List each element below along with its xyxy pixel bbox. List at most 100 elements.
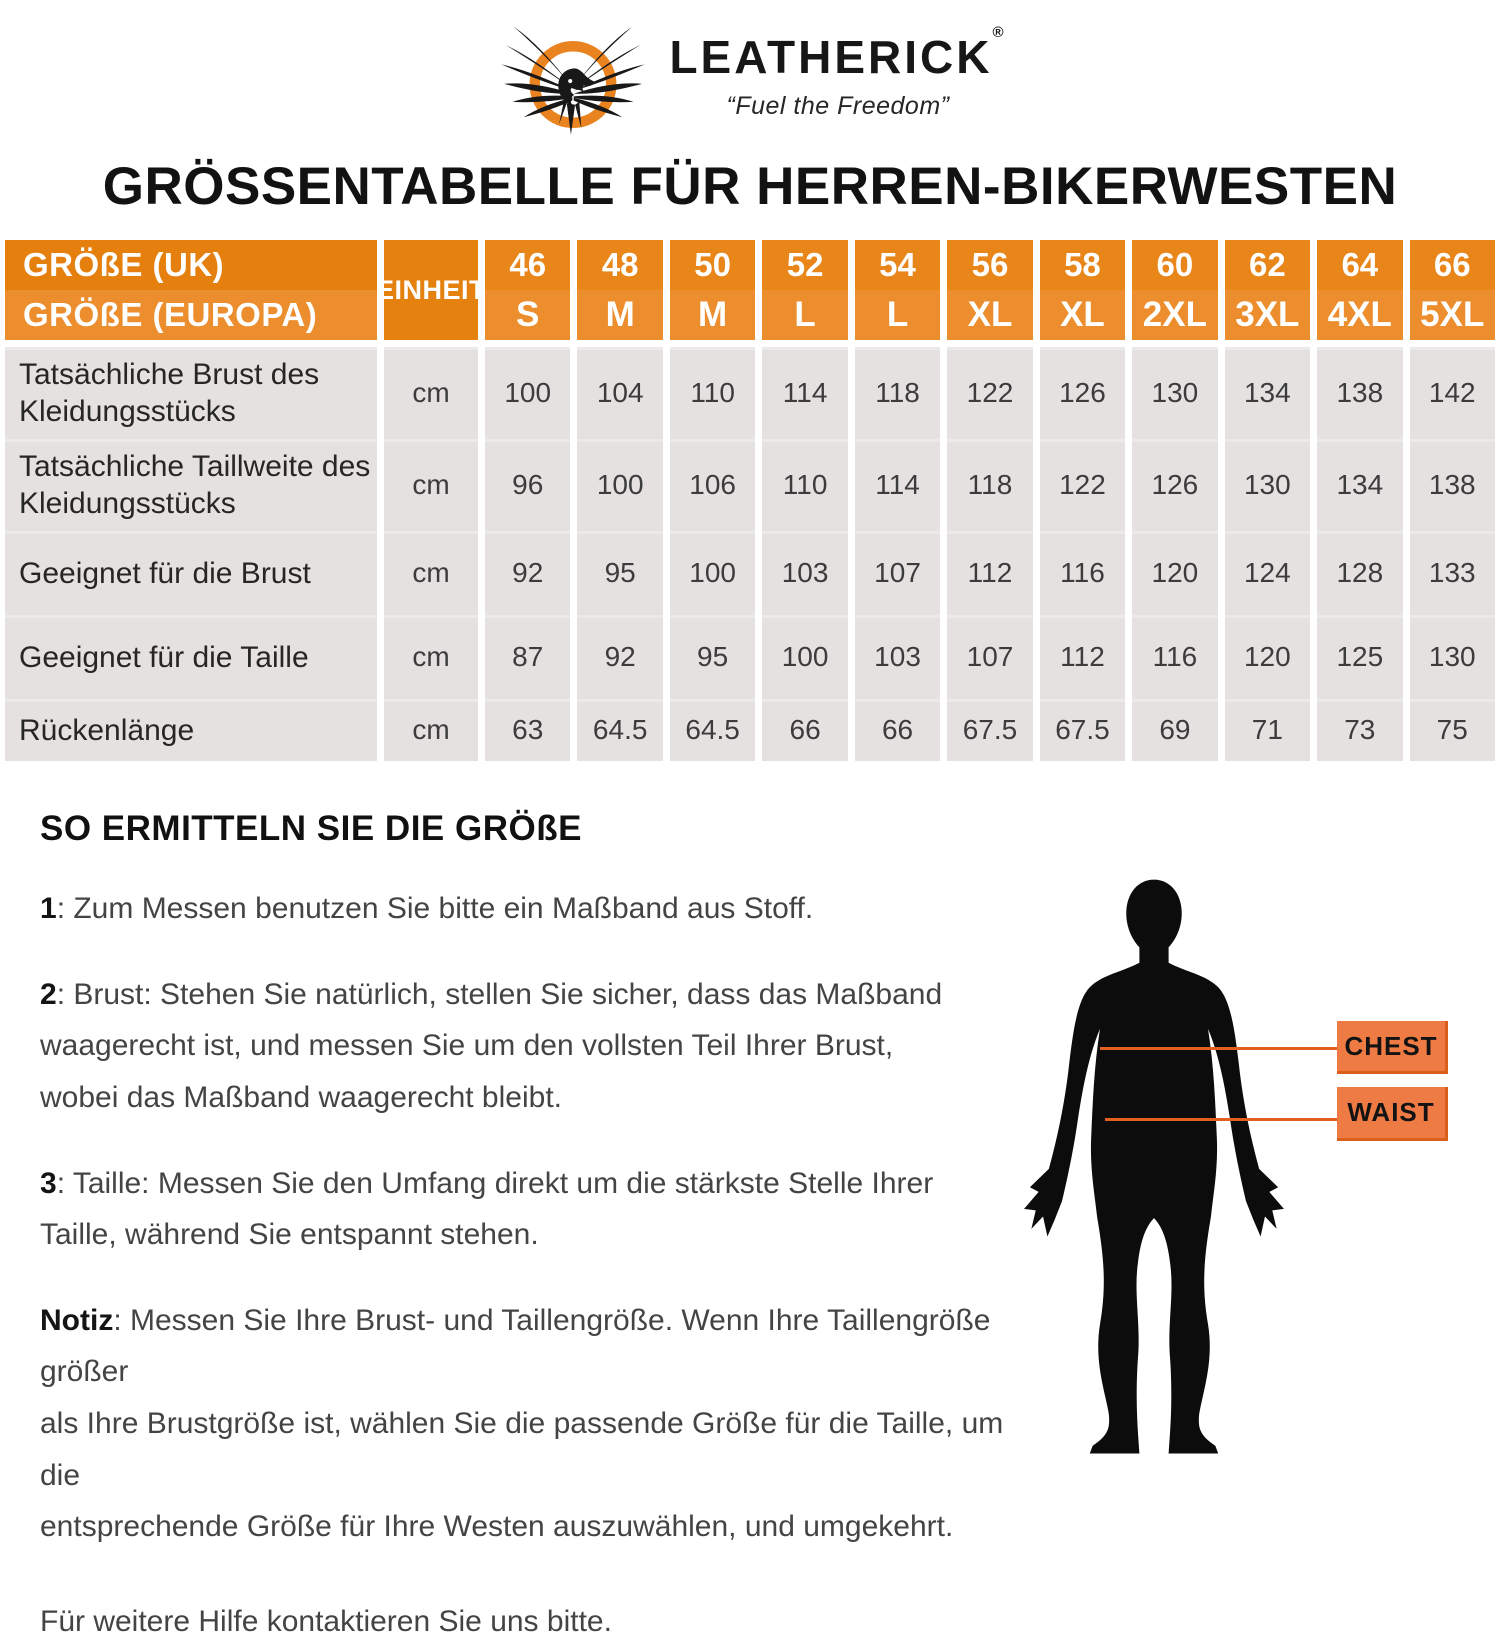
cell-value: 130 — [1224, 439, 1311, 532]
row-unit: cm — [384, 347, 478, 440]
page-title: GRÖSSENTABELLE FÜR HERREN-BIKERWESTEN — [102, 157, 1398, 216]
header-unit-label: EINHEIT — [376, 240, 486, 341]
cell-value: 106 — [669, 439, 756, 532]
size-table-header: GRÖßE (UK) GRÖßE (EUROPA) EINHEIT 46 48 … — [5, 240, 1495, 341]
cell-value: 120 — [1132, 531, 1218, 616]
header-eu-size: XL — [1039, 290, 1126, 341]
size-table: GRÖßE (UK) GRÖßE (EUROPA) EINHEIT 46 48 … — [5, 240, 1495, 762]
cell-value: 107 — [854, 531, 941, 616]
cell-value: 112 — [947, 531, 1033, 616]
cell-value: 126 — [1039, 347, 1126, 440]
eagle-logo-icon — [501, 26, 646, 135]
cell-value: 110 — [669, 347, 756, 440]
howto-step-2: 2: Brust: Stehen Sie natürlich, stellen … — [40, 977, 943, 1115]
cell-value: 130 — [1132, 347, 1218, 440]
waist-label-box: WAIST — [1337, 1087, 1448, 1142]
brand-logo: LEATHERICK® “Fuel the Freedom” — [0, 0, 1500, 170]
header-eu-size: 5XL — [1409, 290, 1495, 341]
cell-value: 130 — [1409, 615, 1495, 700]
row-unit: cm — [384, 699, 478, 762]
howto-footer-line: Für weitere Hilfe kontaktieren Sie uns b… — [40, 1604, 612, 1638]
brand-name: LEATHERICK® — [669, 23, 1007, 83]
header-eu-size: 4XL — [1317, 290, 1403, 341]
row-unit: cm — [384, 615, 478, 700]
cell-value: 122 — [1039, 439, 1126, 532]
row-unit: cm — [384, 439, 478, 532]
brand-tagline: “Fuel the Freedom” — [726, 91, 950, 120]
cell-value: 66 — [762, 699, 848, 762]
cell-value: 92 — [577, 615, 663, 700]
header-uk-size: 60 — [1132, 240, 1218, 291]
cell-value: 126 — [1132, 439, 1218, 532]
cell-value: 125 — [1317, 615, 1403, 700]
cell-value: 100 — [485, 347, 571, 440]
cell-value: 63 — [485, 699, 571, 762]
cell-value: 67.5 — [1039, 699, 1126, 762]
header-eu-size: 3XL — [1224, 290, 1311, 341]
cell-value: 116 — [1039, 531, 1126, 616]
cell-value: 138 — [1409, 439, 1495, 532]
cell-value: 100 — [762, 615, 848, 700]
row-label: Tatsächliche Brust des Kleidungsstücks — [5, 347, 377, 440]
cell-value: 134 — [1317, 439, 1403, 532]
cell-value: 110 — [762, 439, 848, 532]
body-silhouette-icon — [1024, 879, 1284, 1454]
cell-value: 100 — [669, 531, 756, 616]
header-eu-size: M — [669, 290, 756, 341]
cell-value: 100 — [577, 439, 663, 532]
cell-value: 87 — [485, 615, 571, 700]
cell-value: 64.5 — [669, 699, 756, 762]
size-table-body: Tatsächliche Brust des Kleidungsstücks c… — [5, 347, 1495, 762]
howto-heading: SO ERMITTELN SIE DIE GRÖßE — [40, 809, 582, 849]
header-uk-size: 66 — [1409, 240, 1495, 291]
registered-mark: ® — [992, 23, 1007, 41]
header-uk-size: 56 — [947, 240, 1033, 291]
header-eu-size: L — [854, 290, 941, 341]
header-uk-size: 48 — [577, 240, 663, 291]
header-uk-size: 58 — [1039, 240, 1126, 291]
brand-text-block: LEATHERICK® “Fuel the Freedom” — [669, 23, 1007, 121]
header-eu-size: 2XL — [1132, 290, 1218, 341]
step-number: 1 — [40, 892, 57, 926]
cell-value: 71 — [1224, 699, 1311, 762]
note-label: Notiz — [40, 1303, 114, 1337]
cell-value: 122 — [947, 347, 1033, 440]
header-uk-size: 46 — [485, 240, 571, 291]
header-size-eu-label: GRÖßE (EUROPA) — [23, 296, 318, 334]
step-number: 3 — [40, 1166, 57, 1200]
header-uk-size: 52 — [762, 240, 848, 291]
cell-value: 104 — [577, 347, 663, 440]
waist-measure-line — [1105, 1118, 1337, 1122]
step-number: 2 — [40, 977, 57, 1011]
howto-section: SO ERMITTELN SIE DIE GRÖßE 1: Zum Messen… — [40, 809, 1460, 1638]
cell-value: 95 — [577, 531, 663, 616]
cell-value: 114 — [854, 439, 941, 532]
cell-value: 107 — [947, 615, 1033, 700]
cell-value: 69 — [1132, 699, 1218, 762]
row-label: Geeignet für die Brust — [5, 531, 377, 616]
cell-value: 138 — [1317, 347, 1403, 440]
cell-value: 92 — [485, 531, 571, 616]
cell-value: 118 — [947, 439, 1033, 532]
header-eu-size: L — [762, 290, 848, 341]
cell-value: 66 — [854, 699, 941, 762]
howto-note: Notiz: Messen Sie Ihre Brust- und Taille… — [40, 1303, 1004, 1544]
cell-value: 96 — [485, 439, 571, 532]
row-label: Geeignet für die Taille — [5, 615, 377, 700]
cell-value: 67.5 — [947, 699, 1033, 762]
header-uk-size: 50 — [669, 240, 756, 291]
chest-label-box: CHEST — [1337, 1021, 1448, 1075]
row-unit: cm — [384, 531, 478, 616]
cell-value: 128 — [1317, 531, 1403, 616]
row-label: Rückenlänge — [5, 699, 377, 762]
row-label: Tatsächliche Taillweite des Kleidungsstü… — [5, 439, 377, 532]
cell-value: 133 — [1409, 531, 1495, 616]
measurement-figure: CHEST WAIST — [960, 872, 1500, 1482]
cell-value: 120 — [1224, 615, 1311, 700]
header-size-uk-label: GRÖßE (UK) — [23, 246, 225, 284]
cell-value: 134 — [1224, 347, 1311, 440]
cell-value: 95 — [669, 615, 756, 700]
howto-step-3: 3: Taille: Messen Sie den Umfang direkt … — [40, 1166, 934, 1252]
cell-value: 103 — [762, 531, 848, 616]
header-size-labels: GRÖßE (UK) GRÖßE (EUROPA) — [5, 240, 377, 341]
